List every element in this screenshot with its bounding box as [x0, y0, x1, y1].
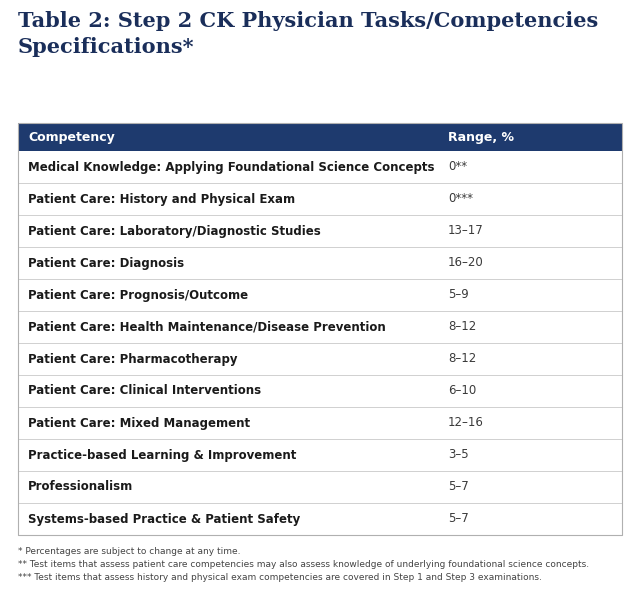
Text: Systems-based Practice & Patient Safety: Systems-based Practice & Patient Safety [28, 513, 300, 525]
Text: Patient Care: Mixed Management: Patient Care: Mixed Management [28, 417, 250, 430]
Text: 12–16: 12–16 [448, 417, 484, 430]
FancyBboxPatch shape [18, 123, 622, 151]
Text: Specifications*: Specifications* [18, 37, 195, 57]
Text: 5–7: 5–7 [448, 513, 468, 525]
Text: 3–5: 3–5 [448, 448, 468, 461]
Text: Table 2: Step 2 CK Physician Tasks/Competencies: Table 2: Step 2 CK Physician Tasks/Compe… [18, 11, 598, 31]
Text: Patient Care: Prognosis/Outcome: Patient Care: Prognosis/Outcome [28, 288, 248, 301]
Text: Patient Care: Pharmacotherapy: Patient Care: Pharmacotherapy [28, 353, 237, 365]
FancyBboxPatch shape [18, 123, 622, 535]
Text: Patient Care: Diagnosis: Patient Care: Diagnosis [28, 257, 184, 269]
Text: 5–7: 5–7 [448, 480, 468, 494]
Text: Practice-based Learning & Improvement: Practice-based Learning & Improvement [28, 448, 296, 461]
Text: 16–20: 16–20 [448, 257, 484, 269]
Text: Patient Care: History and Physical Exam: Patient Care: History and Physical Exam [28, 192, 295, 205]
Text: 8–12: 8–12 [448, 321, 476, 334]
Text: Competency: Competency [28, 131, 115, 144]
Text: 8–12: 8–12 [448, 353, 476, 365]
Text: * Percentages are subject to change at any time.: * Percentages are subject to change at a… [18, 547, 241, 556]
Text: Range, %: Range, % [448, 131, 514, 144]
Text: 13–17: 13–17 [448, 224, 484, 238]
Text: Patient Care: Clinical Interventions: Patient Care: Clinical Interventions [28, 384, 261, 398]
Text: Professionalism: Professionalism [28, 480, 133, 494]
Text: *** Test items that assess history and physical exam competencies are covered in: *** Test items that assess history and p… [18, 573, 542, 582]
Text: Medical Knowledge: Applying Foundational Science Concepts: Medical Knowledge: Applying Foundational… [28, 161, 435, 174]
Text: 5–9: 5–9 [448, 288, 468, 301]
Text: Patient Care: Laboratory/Diagnostic Studies: Patient Care: Laboratory/Diagnostic Stud… [28, 224, 321, 238]
Text: Patient Care: Health Maintenance/Disease Prevention: Patient Care: Health Maintenance/Disease… [28, 321, 386, 334]
Text: ** Test items that assess patient care competencies may also assess knowledge of: ** Test items that assess patient care c… [18, 560, 589, 569]
Text: 0***: 0*** [448, 192, 473, 205]
Text: 0**: 0** [448, 161, 467, 174]
Text: 6–10: 6–10 [448, 384, 476, 398]
